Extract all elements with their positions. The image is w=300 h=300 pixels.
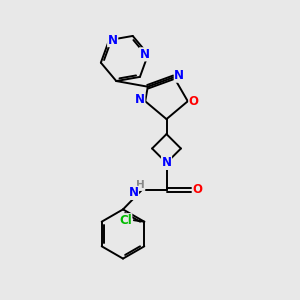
Text: N: N xyxy=(140,48,149,61)
Text: O: O xyxy=(193,183,203,196)
Text: N: N xyxy=(108,34,118,46)
Text: Cl: Cl xyxy=(119,214,132,227)
Text: N: N xyxy=(161,156,172,170)
Text: H: H xyxy=(136,180,145,190)
Text: N: N xyxy=(135,93,145,106)
Text: N: N xyxy=(128,186,139,200)
Text: N: N xyxy=(174,69,184,82)
Text: O: O xyxy=(189,95,199,108)
